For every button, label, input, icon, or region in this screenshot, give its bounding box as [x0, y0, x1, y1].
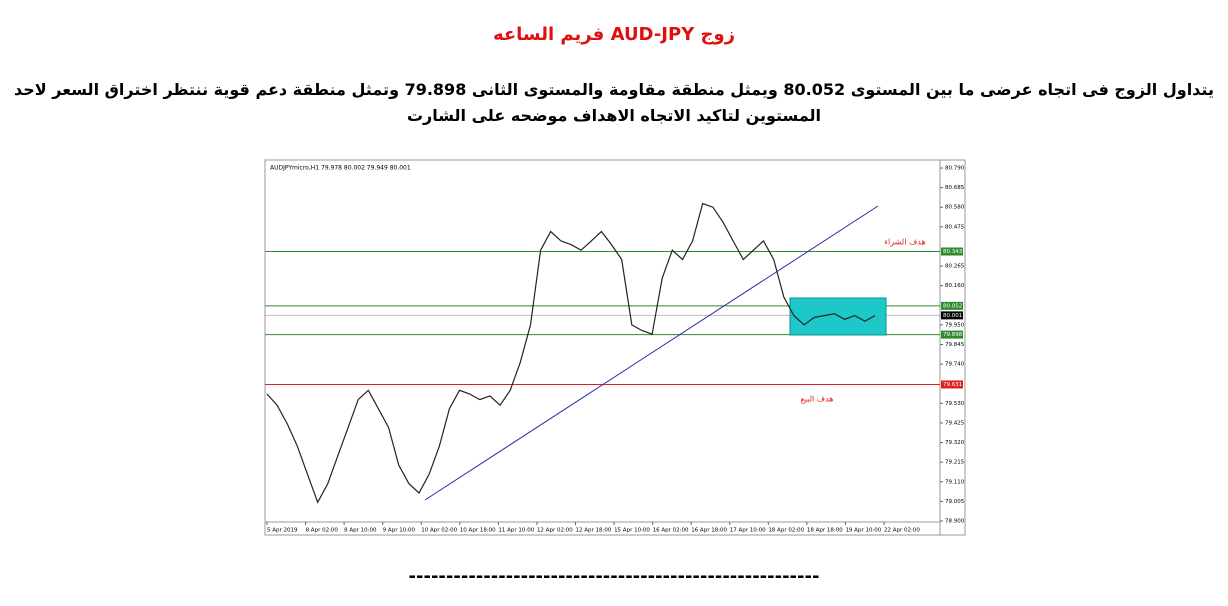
level-label-bg: [941, 330, 963, 339]
y-tick-label: 79.740: [945, 362, 965, 368]
x-tick-label: 11 Apr 10:00: [498, 528, 534, 534]
y-tick-label: 79.005: [945, 499, 965, 505]
title: زوج AUD-JPY فريم الساعه: [492, 24, 736, 45]
y-tick-label: 80.790: [945, 166, 965, 172]
x-tick-label: 15 Apr 10:00: [614, 528, 650, 534]
y-tick-label: 79.845: [945, 342, 965, 348]
level-label: 80.052: [943, 303, 962, 309]
x-tick-label: 5 Apr 2019: [267, 528, 298, 534]
paragraph-line: المستوين لتاكيد الاتجاه الاهداف موضحه عل…: [406, 106, 822, 125]
level-label: 80.001: [943, 313, 962, 319]
x-tick-label: 12 Apr 02:00: [537, 528, 573, 534]
y-tick-label: 80.685: [945, 185, 965, 191]
y-tick-label: 80.475: [945, 224, 965, 230]
range-box: [789, 297, 887, 336]
y-tick-label: 79.530: [945, 401, 965, 407]
y-tick-label: 80.265: [945, 264, 965, 270]
chart-header: AUDJPYmicro,H1 79.978 80.002 79.949 80.0…: [270, 165, 411, 172]
x-tick-label: 22 Apr 02:00: [884, 528, 920, 534]
y-tick-label: 79.425: [945, 420, 965, 426]
y-tick-label: 79.215: [945, 460, 965, 466]
x-tick-label: 9 Apr 10:00: [383, 528, 416, 534]
y-tick-label: 78.900: [945, 518, 965, 524]
x-tick-label: 10 Apr 18:00: [460, 528, 496, 534]
paragraph-line: يتداول الزوج فى اتجاه عرضى ما بين المستو…: [14, 80, 1214, 99]
y-tick-label: 79.320: [945, 440, 965, 446]
sell-target: هدف البيع: [801, 395, 834, 404]
x-tick-label: 19 Apr 10:00: [845, 528, 881, 534]
buy-target: هدف الشراء: [884, 238, 925, 247]
level-label: 79.631: [943, 382, 962, 388]
price-line: [266, 202, 876, 504]
trend-line: [424, 205, 879, 501]
x-tick-label: 12 Apr 18:00: [576, 528, 612, 534]
level-label: 80.343: [943, 249, 963, 255]
x-tick-label: 18 Apr 02:00: [768, 528, 804, 534]
y-tick-label: 79.950: [945, 322, 965, 328]
level-label-bg: [941, 311, 963, 320]
y-tick-label: 80.160: [945, 283, 965, 289]
chart-frame: [264, 159, 966, 536]
level-label-bg: [941, 380, 963, 389]
x-tick-label: 16 Apr 18:00: [691, 528, 727, 534]
x-tick-label: 10 Apr 02:00: [421, 528, 457, 534]
level-label-bg: [941, 301, 963, 310]
x-tick-label: 8 Apr 02:00: [306, 528, 339, 534]
x-tick-label: 17 Apr 10:00: [730, 528, 766, 534]
y-tick-label: 80.580: [945, 205, 965, 211]
level-label: 79.898: [943, 332, 963, 338]
x-tick-label: 16 Apr 02:00: [653, 528, 689, 534]
separator: ----------------------------------------…: [408, 566, 820, 587]
x-tick-label: 18 Apr 18:00: [807, 528, 843, 534]
y-tick-label: 79.110: [945, 479, 965, 485]
x-tick-label: 8 Apr 10:00: [344, 528, 377, 534]
level-label-bg: [941, 247, 963, 256]
